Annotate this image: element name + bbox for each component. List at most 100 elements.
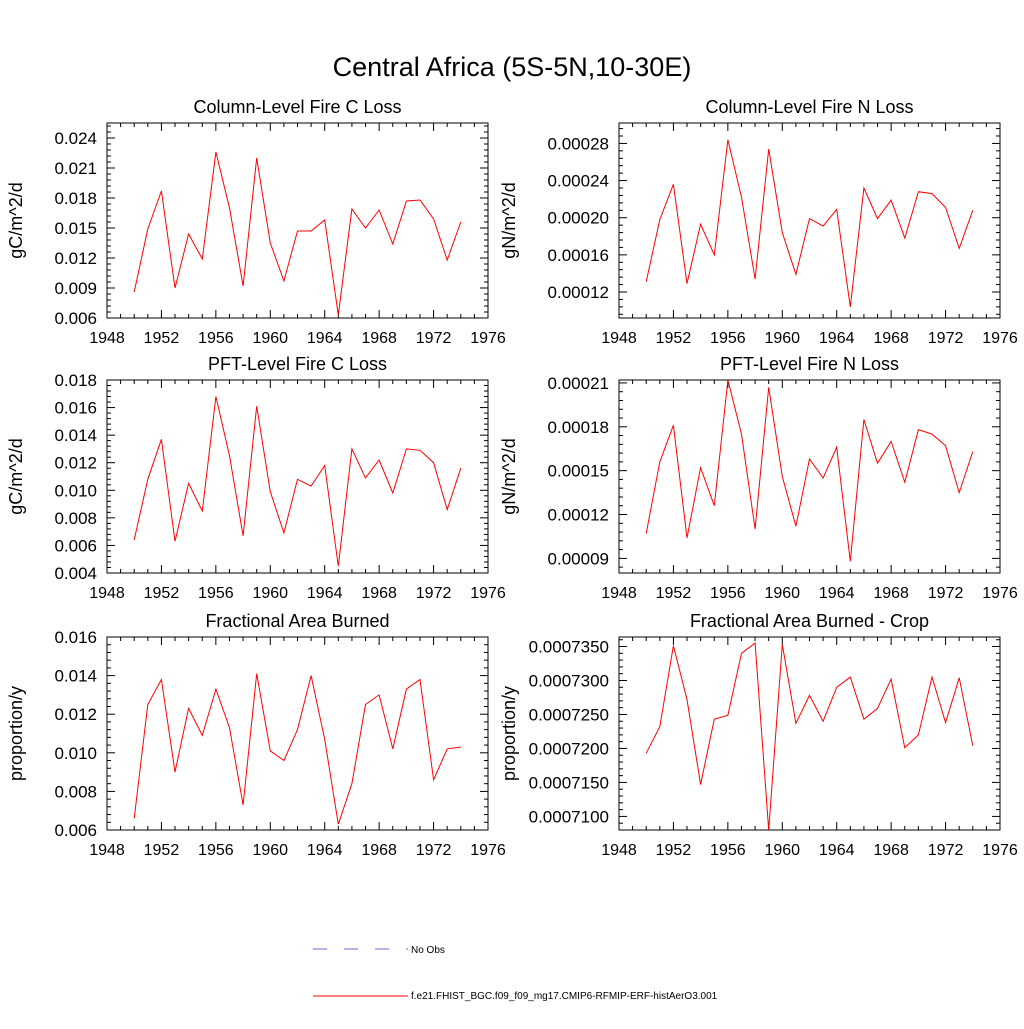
x-tick-label: 1968 [873,842,909,859]
x-tick-label: 1956 [710,842,746,859]
panel-title: PFT-Level Fire C Loss [208,354,387,374]
chart-panel-6: Fractional Area Burned - Crop 1948 1952 195… [499,611,1018,859]
x-tick-label: 1968 [873,330,909,347]
x-tick-label: 1948 [601,585,637,602]
x-tick-label: 1960 [252,330,288,347]
y-tick-label: 0.00012 [548,506,609,525]
y-tick-label: 0.010 [54,744,97,763]
y-tick-label: 0.006 [54,821,97,840]
y-axis-label: gC/m^2/d [6,438,26,514]
x-tick-label: 1972 [928,330,964,347]
x-tick-label: 1976 [982,585,1018,602]
y-tick-label: 0.015 [54,219,97,238]
y-tick-label: 0.0007250 [529,705,609,724]
x-tick-label: 1960 [252,842,288,859]
legend: No Obs f.e21.FHIST_BGC.f09_f09_mg17.CMIP… [313,945,718,1002]
y-tick-label: 0.006 [54,536,97,555]
x-tick-label: 1952 [144,585,180,602]
x-tick-label: 1960 [764,842,800,859]
y-tick-label: 0.004 [54,564,97,583]
y-axis-label: gN/m^2/d [499,182,519,258]
x-tick-label: 1976 [470,330,506,347]
y-tick-label: 0.00020 [548,209,609,228]
y-tick-label: 0.018 [54,371,97,390]
panel-title: PFT-Level Fire N Loss [720,354,899,374]
y-axis-label: proportion/y [499,686,519,781]
x-tick-label: 1948 [89,842,125,859]
y-tick-label: 0.016 [54,628,97,647]
y-tick-label: 0.008 [54,509,97,528]
y-tick-label: 0.012 [54,705,97,724]
series-line [133,151,462,316]
y-tick-label: 0.00018 [548,418,609,437]
x-tick-label: 1948 [89,330,125,347]
plot-frame [618,379,1001,574]
x-tick-label: 1972 [928,842,964,859]
x-tick-label: 1964 [307,330,343,347]
chart-panel-1: Column-Level Fire C Loss 1948 1952 1956 1960… [6,97,506,347]
x-tick-label: 1976 [982,842,1018,859]
x-tick-label: 1972 [416,842,452,859]
plot-frame [618,636,1001,831]
x-tick-label: 1952 [656,842,692,859]
series-line [645,642,974,830]
x-tick-label: 1964 [819,842,855,859]
x-tick-label: 1956 [710,585,746,602]
y-tick-label: 0.012 [54,249,97,268]
series-line [645,380,974,562]
panel-title: Column-Level Fire N Loss [705,97,913,117]
chart-panel-2: Column-Level Fire N Loss 1948 1952 1956 1960… [499,97,1018,347]
y-tick-label: 0.024 [54,129,97,148]
x-tick-label: 1960 [764,585,800,602]
plot-frame [106,122,489,319]
x-tick-label: 1956 [198,842,234,859]
y-tick-label: 0.008 [54,782,97,801]
legend-no-obs-label: No Obs [411,945,445,956]
panels: Column-Level Fire C Loss 1948 1952 1956 1960… [6,97,1018,859]
y-tick-label: 0.014 [54,426,97,445]
y-tick-label: 0.00012 [548,283,609,302]
y-tick-label: 0.0007100 [529,807,609,826]
x-tick-label: 1968 [361,585,397,602]
panel-title: Fractional Area Burned [205,611,389,631]
y-tick-label: 0.00015 [548,462,609,481]
y-tick-label: 0.010 [54,481,97,500]
x-tick-label: 1968 [361,330,397,347]
series-line [133,396,462,567]
y-tick-label: 0.018 [54,189,97,208]
y-tick-label: 0.009 [54,279,97,298]
y-tick-label: 0.0007150 [529,773,609,792]
x-tick-label: 1952 [656,585,692,602]
x-tick-label: 1952 [656,330,692,347]
y-tick-label: 0.00016 [548,246,609,265]
x-tick-label: 1964 [819,330,855,347]
x-tick-label: 1976 [982,330,1018,347]
y-tick-label: 0.00024 [548,172,609,191]
x-tick-label: 1976 [470,842,506,859]
chart-panel-4: PFT-Level Fire N Loss 1948 1952 1956 1960 196… [499,354,1018,602]
series-line [133,673,461,825]
x-tick-label: 1964 [307,842,343,859]
x-tick-label: 1956 [710,330,746,347]
x-tick-label: 1948 [601,330,637,347]
x-tick-label: 1976 [470,585,506,602]
plot-frame [106,379,489,574]
y-axis-label: gN/m^2/d [499,438,519,514]
x-tick-label: 1948 [601,842,637,859]
x-tick-label: 1972 [416,585,452,602]
legend-model-label: f.e21.FHIST_BGC.f09_f09_mg17.CMIP6-RFMIP… [411,991,718,1002]
y-tick-label: 0.00028 [548,134,609,153]
chart-panel-5: Fractional Area Burned 1948 1952 1956 1960 19… [6,611,506,859]
y-tick-label: 0.016 [54,399,97,418]
x-tick-label: 1956 [198,330,234,347]
x-tick-label: 1956 [198,585,234,602]
plot-frame [106,636,489,831]
x-tick-label: 1968 [873,585,909,602]
series-line [645,139,974,307]
x-tick-label: 1948 [89,585,125,602]
x-tick-label: 1968 [361,842,397,859]
y-tick-label: 0.006 [54,309,97,328]
x-tick-label: 1952 [144,842,180,859]
panel-title: Column-Level Fire C Loss [193,97,401,117]
